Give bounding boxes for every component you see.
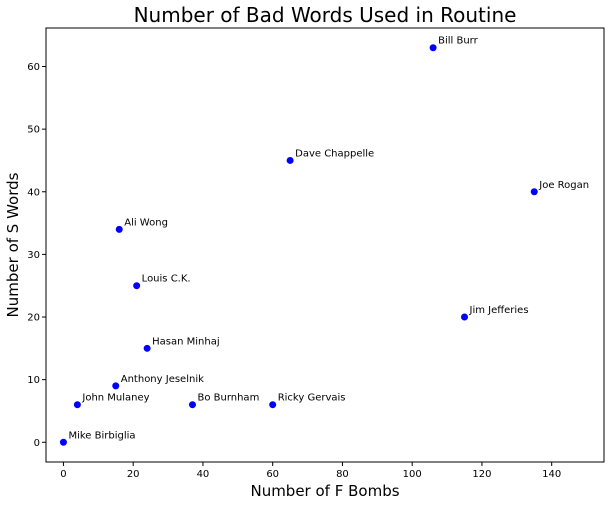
plot-area: [45, 27, 605, 463]
y-tick-label: 50: [27, 125, 40, 136]
y-tick-label: 60: [27, 62, 40, 73]
y-axis: 0 10 20 30 40 50 60: [27, 62, 46, 449]
data-point: [112, 382, 120, 390]
data-point-label: Ali Wong: [124, 217, 168, 228]
data-point: [429, 44, 437, 52]
x-tick-label: 60: [266, 469, 279, 480]
data-point-label: John Mulaney: [81, 393, 149, 404]
data-point: [269, 401, 277, 409]
data-point: [115, 225, 123, 233]
data-point-label: Hasan Minhaj: [152, 336, 220, 347]
data-points: Mike Birbiglia John Mulaney Anthony Jeseln…: [59, 36, 589, 446]
data-point-label: Bo Burnham: [197, 393, 259, 404]
data-point: [461, 313, 468, 321]
data-point: [143, 344, 151, 352]
x-tick-label: 100: [403, 469, 422, 480]
data-point: [133, 282, 141, 290]
data-point-label: Joe Rogan: [538, 180, 589, 191]
x-axis-label: Number of F Bombs: [250, 482, 399, 500]
data-point-label: Jim Jefferies: [469, 305, 529, 316]
y-tick-label: 10: [27, 375, 40, 386]
data-point: [188, 401, 196, 409]
data-point-label: Louis C.K.: [142, 274, 191, 285]
y-tick-label: 30: [27, 250, 40, 261]
x-tick-label: 0: [60, 469, 66, 480]
data-point-label: Bill Burr: [438, 36, 479, 47]
data-point: [59, 438, 67, 446]
x-tick-label: 20: [127, 469, 140, 480]
x-tick-label: 120: [472, 469, 491, 480]
x-axis: 0 20 40 60 80 100 120 140: [60, 462, 561, 480]
data-point: [73, 401, 81, 409]
data-point-label: Mike Birbiglia: [68, 430, 135, 441]
data-point-label: Dave Chappelle: [295, 148, 374, 159]
data-point: [286, 156, 294, 164]
y-tick-label: 0: [34, 438, 40, 449]
x-tick-label: 40: [197, 469, 210, 480]
y-axis-label: Number of S Words: [4, 172, 22, 317]
data-point-label: Anthony Jeselnik: [121, 374, 204, 385]
y-tick-label: 40: [27, 187, 40, 198]
x-tick-label: 140: [542, 469, 561, 480]
chart-title: Number of Bad Words Used in Routine: [134, 3, 517, 27]
data-point-label: Ricky Gervais: [278, 393, 346, 404]
data-point: [530, 188, 538, 196]
x-tick-label: 80: [336, 469, 349, 480]
y-tick-label: 20: [27, 313, 40, 324]
plot-frame: [45, 27, 605, 463]
